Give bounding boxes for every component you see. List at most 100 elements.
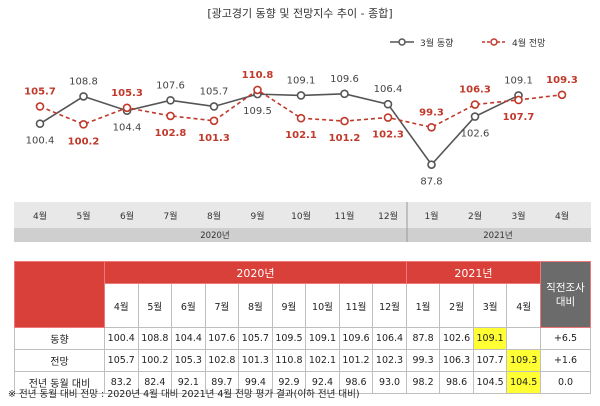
table-cell: 108.8 bbox=[137, 327, 173, 350]
month-header: 1월 bbox=[405, 283, 441, 328]
table-cell: 93.0 bbox=[372, 371, 407, 394]
data-point-0-3 bbox=[166, 96, 175, 105]
x-axis-ticks: 4월 5월 6월 7월 8월 9월 10월 11월 12월 1월 2월 3월 4월 bbox=[33, 210, 569, 222]
table-cell: 105.7 bbox=[238, 327, 273, 350]
data-label-0-0: 100.4 bbox=[26, 136, 55, 147]
data-label-1-0: 105.7 bbox=[24, 86, 56, 97]
diff-cell: +1.6 bbox=[540, 349, 591, 372]
data-label-1-9: 99.3 bbox=[419, 107, 444, 118]
table-cell: 104.4 bbox=[171, 327, 206, 350]
data-label-0-3: 107.6 bbox=[156, 80, 185, 91]
month-header: 7월 bbox=[204, 283, 240, 328]
x-axis-year-band bbox=[14, 228, 591, 242]
table-cell: 101.3 bbox=[238, 349, 273, 372]
table-cell: 104.5 bbox=[506, 371, 541, 394]
month-header: 11월 bbox=[338, 283, 374, 328]
data-point-0-10 bbox=[470, 112, 480, 121]
table-cell: 89.7 bbox=[204, 371, 240, 394]
table-cell: 100.4 bbox=[104, 327, 139, 350]
data-label-1-3: 102.8 bbox=[155, 128, 187, 139]
data-label-1-11: 107.7 bbox=[503, 112, 535, 123]
chart-title: [광고경기 동향 및 전망지수 추이 - 종합] bbox=[207, 7, 392, 20]
diff-cell: 0.0 bbox=[540, 371, 591, 394]
table-cell: 98.2 bbox=[405, 371, 441, 394]
data-point-0-8 bbox=[383, 99, 393, 109]
series-line-0 bbox=[39, 92, 519, 166]
table-cell: 109.3 bbox=[506, 349, 541, 372]
month-header: 9월 bbox=[271, 283, 307, 328]
table-cell: 102.3 bbox=[372, 349, 407, 372]
data-point-0-9 bbox=[427, 160, 436, 169]
footnote: ※ 전년 동월 대비 전망 : 2020년 4월 대비 2021년 4월 전망 … bbox=[8, 389, 360, 400]
table-cell: 98.6 bbox=[338, 371, 374, 394]
table-cell: 102.8 bbox=[204, 349, 240, 372]
data-label-1-7: 101.2 bbox=[329, 133, 361, 144]
data-point-0-7 bbox=[340, 89, 349, 99]
data-label-0-4: 105.7 bbox=[200, 86, 229, 97]
data-label-1-5: 110.8 bbox=[242, 70, 274, 81]
data-label-1-4: 101.3 bbox=[198, 133, 230, 144]
table-cell: 104.5 bbox=[472, 371, 508, 394]
x-tick-label: 2월 bbox=[468, 210, 482, 222]
x-tick-label: 8월 bbox=[207, 210, 221, 222]
x-tick-label: 4월 bbox=[33, 210, 47, 222]
data-point-1-7 bbox=[340, 116, 349, 126]
row-label: 전년 동월 대비 bbox=[14, 371, 105, 394]
table-cell: 87.8 bbox=[405, 327, 441, 350]
row-label: 동향 bbox=[14, 327, 105, 350]
table-row: 동향 100.4 108.8 104.4 107.6 105.7 109.5 109.1 109… bbox=[14, 327, 591, 350]
month-header: 10월 bbox=[305, 283, 340, 328]
legend-label-trend: 3월 동향 bbox=[420, 37, 453, 49]
x-tick-label: 1월 bbox=[424, 210, 438, 222]
table-cell: 105.3 bbox=[171, 349, 206, 372]
month-header: 12월 bbox=[372, 283, 407, 328]
data-point-0-6 bbox=[296, 91, 306, 100]
diff-header: 직전조사 대비 bbox=[540, 261, 591, 328]
data-table: 2020년 2021년 직전조사 대비 4월 5월 6월 7월 8월 9월 10월 11월 12… bbox=[14, 261, 591, 394]
row-label: 전망 bbox=[14, 349, 105, 372]
data-point-1-3 bbox=[166, 111, 175, 121]
month-header: 6월 bbox=[171, 283, 206, 328]
x-axis-month-band bbox=[14, 202, 591, 228]
year-header-2021: 2021년 bbox=[405, 261, 542, 284]
table-cell: 109.1 bbox=[472, 327, 508, 350]
table-cell: 99.4 bbox=[238, 371, 273, 394]
data-point-0-1 bbox=[79, 92, 88, 101]
legend-label-forecast: 4월 전망 bbox=[512, 37, 545, 49]
x-year-2020: 2020년 bbox=[200, 230, 229, 241]
table-cell: 109.6 bbox=[338, 327, 374, 350]
data-point-1-9 bbox=[427, 122, 436, 132]
x-tick-label: 6월 bbox=[120, 210, 134, 222]
month-header: 2월 bbox=[439, 283, 474, 328]
data-label-0-11: 109.1 bbox=[504, 75, 533, 86]
data-point-1-1 bbox=[79, 120, 88, 129]
data-point-1-8 bbox=[383, 113, 393, 122]
x-tick-label: 5월 bbox=[76, 210, 90, 222]
x-tick-label: 3월 bbox=[511, 210, 525, 222]
data-point-1-4 bbox=[209, 116, 219, 126]
month-header: 4월 bbox=[104, 283, 139, 328]
data-label-0-5: 109.5 bbox=[243, 106, 272, 117]
chart-data-labels: 100.4 108.8 104.4 107.6 105.7 109.5 109.1 109.6… bbox=[24, 70, 578, 188]
data-label-1-8: 102.3 bbox=[372, 130, 404, 141]
month-header: 5월 bbox=[137, 283, 173, 328]
table-cell: 82.4 bbox=[137, 371, 173, 394]
table-cell: 99.3 bbox=[405, 349, 441, 372]
table-cell: 106.3 bbox=[439, 349, 474, 372]
x-tick-label: 10월 bbox=[291, 210, 311, 222]
corner-cell bbox=[14, 261, 105, 328]
data-label-0-7: 109.6 bbox=[330, 74, 359, 85]
table-row: 전년 동월 대비 83.2 82.4 92.1 89.7 99.4 92.9 92.4 98.6… bbox=[14, 371, 591, 394]
table-cell: 109.5 bbox=[271, 327, 307, 350]
month-header: 4월 bbox=[506, 283, 541, 328]
data-label-0-6: 109.1 bbox=[287, 75, 316, 86]
chart-points bbox=[35, 85, 567, 169]
data-label-1-10: 106.3 bbox=[459, 85, 491, 96]
data-point-0-0 bbox=[35, 119, 45, 128]
data-point-1-11 bbox=[514, 95, 523, 105]
data-point-1-0 bbox=[35, 102, 45, 111]
data-point-1-2 bbox=[122, 103, 132, 113]
line-chart: [광고경기 동향 및 전망지수 추이 - 종합] 3월 동향 4월 전망 100… bbox=[14, 7, 591, 242]
x-tick-label: 12월 bbox=[378, 210, 398, 222]
data-point-1-10 bbox=[470, 100, 480, 109]
